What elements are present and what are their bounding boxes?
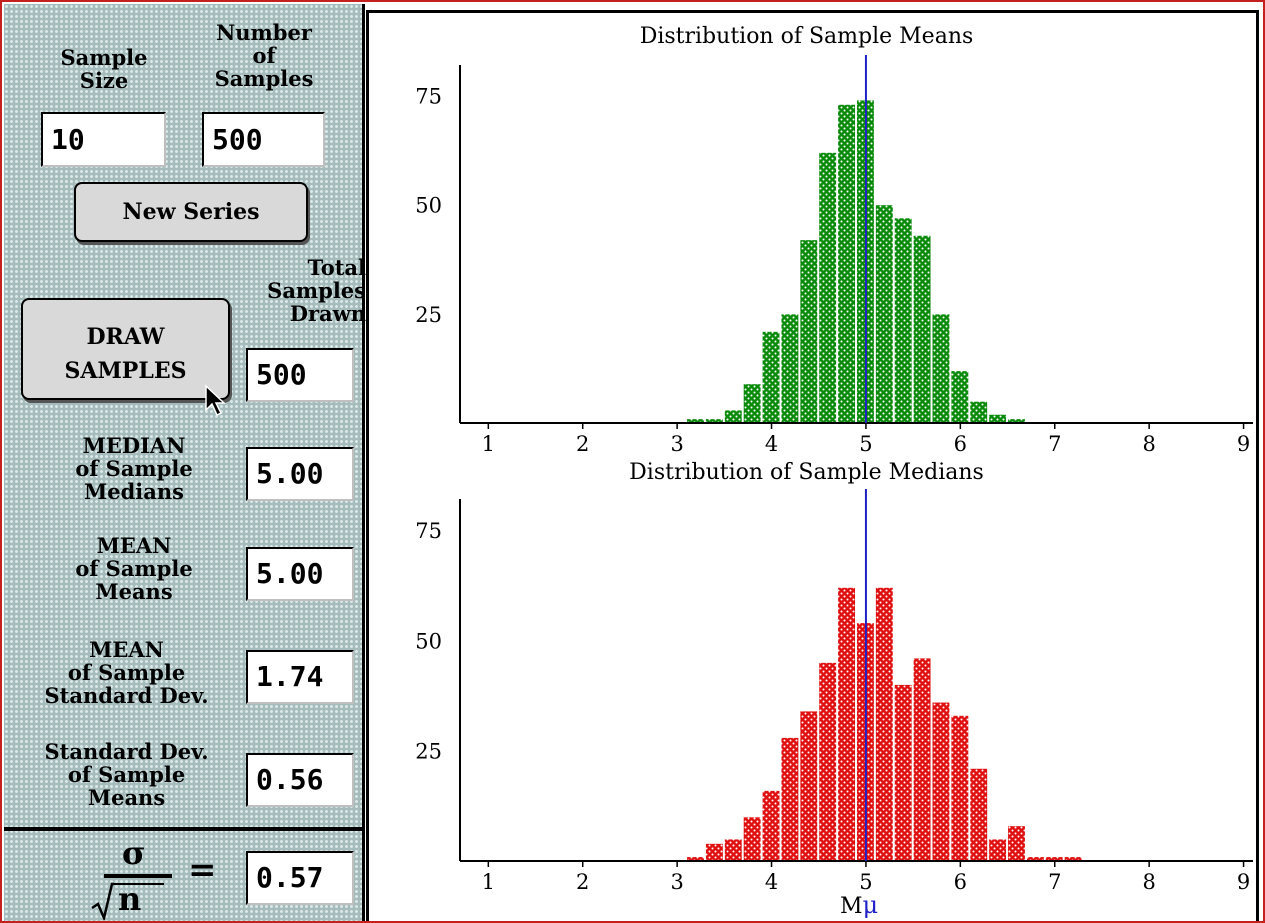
charts-panel: Distribution of Sample Means 1 2 3 4 5 6 7 8 9 25 5…	[366, 10, 1259, 921]
histogram-bar	[988, 413, 1008, 424]
x-tick-label: 7	[1048, 870, 1061, 894]
x-tick-label: 6	[954, 870, 967, 894]
histogram-bar	[704, 842, 724, 862]
histogram-bar	[931, 313, 951, 424]
equals-symbol: =	[188, 850, 217, 890]
histogram-bar	[969, 400, 989, 424]
sd-of-means-field: 0.56	[246, 753, 354, 807]
median-of-medians-label: MEDIAN of Sample Medians	[75, 433, 193, 504]
x-axis-label: Mμ	[840, 891, 878, 919]
x-tick-label: 5	[859, 870, 872, 894]
y-tick-label: 25	[415, 740, 442, 764]
histogram-bar	[874, 586, 894, 862]
x-tick-label: 6	[954, 432, 967, 456]
mean-of-sd-field: 1.74	[246, 650, 354, 704]
histogram-bar	[761, 330, 781, 424]
histogram-bar	[742, 816, 762, 862]
square-root-icon	[91, 882, 114, 920]
x-tick-label: 7	[1048, 432, 1061, 456]
histogram-bar	[912, 657, 932, 862]
histogram-bar	[818, 151, 838, 424]
y-tick-label: 75	[415, 85, 442, 109]
histogram-bar	[837, 103, 857, 424]
x-tick-label: 1	[482, 432, 495, 456]
n-symbol: n	[118, 880, 142, 918]
sigma-over-root-n-formula: σ n =	[84, 834, 234, 921]
histogram-bar	[874, 204, 894, 424]
x-tick-label: 8	[1142, 432, 1155, 456]
histogram-bar	[780, 736, 800, 862]
histogram-bar	[912, 234, 932, 424]
fraction-bar	[104, 874, 172, 878]
control-panel: Sample Size Number of Samples 10 500 New…	[4, 4, 366, 921]
mean-of-sd-label: MEAN of Sample Standard Dev.	[44, 637, 209, 708]
sample-size-label: Sample Size	[60, 45, 148, 93]
histogram-bar	[893, 217, 913, 424]
histogram-bar	[780, 313, 800, 424]
sample-size-input[interactable]: 10	[41, 112, 166, 167]
histogram-bar	[969, 767, 989, 862]
panel-divider	[4, 827, 362, 831]
number-of-samples-label: Number of Samples	[214, 20, 314, 91]
x-tick-label: 9	[1237, 432, 1250, 456]
y-tick-label: 25	[415, 303, 442, 327]
number-of-samples-input[interactable]: 500	[202, 112, 325, 167]
x-tick-label: 3	[670, 432, 683, 456]
histogram-bar	[742, 383, 762, 424]
histogram-bar	[818, 661, 838, 862]
y-tick-label: 50	[415, 194, 442, 218]
histogram-bar	[950, 714, 970, 862]
chart-title: Distribution of Sample Means	[640, 24, 974, 49]
total-samples-label: Total Samples Drawn	[267, 255, 366, 326]
x-tick-label: 9	[1237, 870, 1250, 894]
chart-title: Distribution of Sample Medians	[629, 460, 984, 485]
histogram-bar	[893, 683, 913, 862]
draw-samples-button[interactable]: DRAW SAMPLES	[21, 298, 230, 400]
x-tick-label: 5	[859, 432, 872, 456]
medians-histogram: Distribution of Sample Medians 1 2 3 4 5 6 7 8 9 2…	[415, 460, 1253, 919]
median-of-medians-field: 5.00	[246, 447, 354, 501]
mean-of-means-field: 5.00	[246, 547, 354, 601]
x-tick-label: 4	[765, 870, 778, 894]
y-tick-label: 75	[415, 519, 442, 543]
histogram-bar	[837, 586, 857, 862]
root-bar	[112, 883, 164, 885]
sigma-symbol: σ	[122, 834, 146, 872]
sd-of-means-label: Standard Dev. of Sample Means	[44, 739, 209, 810]
histogram-bar	[799, 239, 819, 424]
arrow-cursor-icon	[205, 384, 226, 417]
mean-of-means-label: MEAN of Sample Means	[75, 533, 193, 604]
histogram-bar	[761, 789, 781, 862]
histogram-bar	[950, 370, 970, 424]
x-tick-label: 1	[482, 870, 495, 894]
total-samples-drawn-field: 500	[246, 348, 354, 402]
x-tick-label: 2	[576, 432, 589, 456]
new-series-button[interactable]: New Series	[74, 182, 308, 242]
sigma-over-root-n-field: 0.57	[246, 851, 354, 905]
means-histogram: Distribution of Sample Means 1 2 3 4 5 6 7 8 9 25 5…	[415, 24, 1253, 456]
histogram-bar	[1007, 825, 1026, 862]
y-tick-label: 50	[415, 629, 442, 653]
histogram-bar	[988, 838, 1008, 862]
histogram-bar	[931, 701, 951, 862]
x-tick-label: 4	[765, 432, 778, 456]
histogram-bar	[723, 838, 743, 862]
x-tick-label: 3	[670, 870, 683, 894]
x-tick-label: 8	[1142, 870, 1155, 894]
histogram-bar	[723, 409, 743, 424]
x-tick-label: 2	[576, 870, 589, 894]
histogram-bar	[799, 710, 819, 862]
